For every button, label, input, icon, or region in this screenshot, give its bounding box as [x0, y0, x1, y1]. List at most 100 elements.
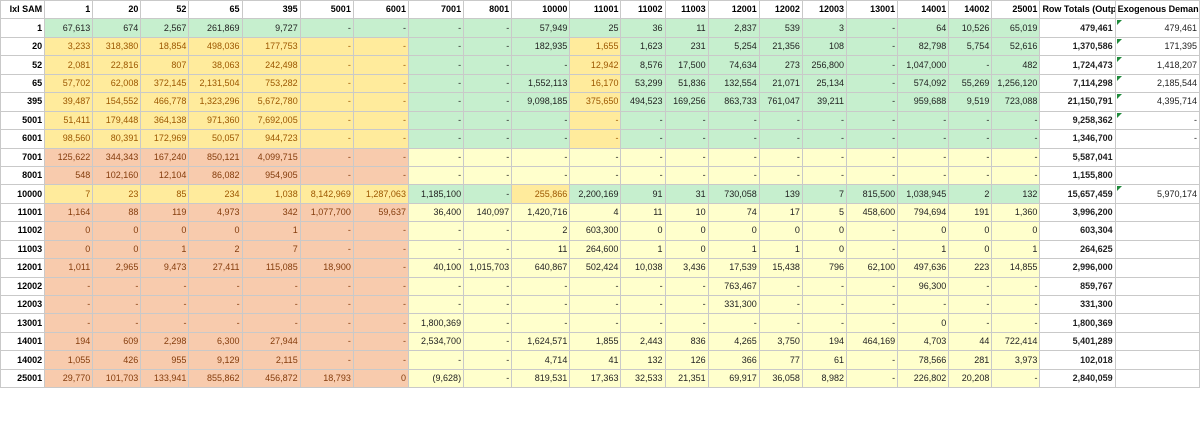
table-cell[interactable]: 8,982	[801, 368, 847, 389]
table-cell[interactable]: -	[948, 313, 993, 333]
table-cell[interactable]: -	[188, 294, 243, 315]
row-total-cell[interactable]: 102,018	[1039, 350, 1116, 370]
table-cell[interactable]: -	[463, 313, 513, 333]
sam-spreadsheet[interactable]: IxI SAM 1 20 52 65 395 5001 6001 7001 80…	[0, 0, 1200, 389]
row-header[interactable]: 65	[0, 73, 46, 94]
table-cell[interactable]: -	[664, 165, 709, 186]
table-cell[interactable]: -	[92, 313, 142, 333]
table-cell[interactable]: 674	[92, 18, 142, 38]
table-cell[interactable]: -	[463, 55, 513, 75]
table-cell[interactable]: 10,526	[948, 18, 993, 38]
table-cell[interactable]: 125,622	[44, 147, 94, 167]
exogenous-demand-cell[interactable]: 1,418,207	[1114, 55, 1200, 75]
row-header[interactable]: 5001	[0, 110, 46, 131]
table-cell[interactable]: -	[948, 129, 993, 149]
row-header[interactable]: 12001	[0, 258, 46, 278]
table-cell[interactable]: 1,047,000	[897, 55, 950, 75]
table-cell[interactable]: -	[897, 294, 950, 315]
table-cell[interactable]: 65,019	[991, 18, 1041, 38]
table-cell[interactable]: -	[511, 129, 571, 149]
col-header-exogenous-demand[interactable]: Exogenous Demand	[1114, 0, 1200, 20]
table-cell[interactable]: 819,531	[511, 368, 571, 389]
table-cell[interactable]: 2,081	[44, 55, 94, 75]
table-cell[interactable]: 0	[620, 221, 666, 241]
table-cell[interactable]: -	[407, 73, 465, 94]
table-cell[interactable]: 761,047	[758, 92, 803, 112]
table-cell[interactable]: -	[407, 110, 465, 131]
table-cell[interactable]: 52,616	[991, 36, 1041, 57]
table-cell[interactable]: 497,636	[897, 258, 950, 278]
table-cell[interactable]: -	[948, 110, 993, 131]
table-cell[interactable]: 51,836	[664, 73, 709, 94]
row-total-cell[interactable]: 1,346,700	[1039, 129, 1116, 149]
table-cell[interactable]: 132	[620, 350, 666, 370]
table-cell[interactable]: -	[407, 147, 465, 167]
table-cell[interactable]: -	[463, 368, 513, 389]
table-cell[interactable]: 3	[801, 18, 847, 38]
table-cell[interactable]: 234	[188, 184, 243, 204]
table-cell[interactable]: 74	[707, 202, 760, 223]
table-cell[interactable]: -	[948, 276, 993, 297]
row-header[interactable]: 1	[0, 18, 46, 38]
table-cell[interactable]: 1	[758, 239, 803, 260]
table-cell[interactable]: 119	[140, 202, 190, 223]
table-cell[interactable]: 5	[801, 202, 847, 223]
table-cell[interactable]: 101,703	[92, 368, 142, 389]
table-cell[interactable]: 1,055	[44, 350, 94, 370]
table-cell[interactable]: 0	[948, 239, 993, 260]
table-cell[interactable]: -	[845, 221, 899, 241]
table-cell[interactable]: -	[352, 221, 409, 241]
exogenous-demand-cell[interactable]: 2,185,544	[1114, 73, 1200, 94]
table-cell[interactable]: 12,104	[140, 165, 190, 186]
table-cell[interactable]: -	[352, 276, 409, 297]
table-cell[interactable]: 57,949	[511, 18, 571, 38]
table-cell[interactable]: -	[299, 73, 354, 94]
table-cell[interactable]: 372,145	[140, 73, 190, 94]
table-cell[interactable]: -	[707, 129, 760, 149]
table-cell[interactable]: 2,115	[241, 350, 301, 370]
table-cell[interactable]: -	[299, 165, 354, 186]
table-cell[interactable]: -	[299, 331, 354, 352]
table-cell[interactable]: -	[511, 110, 571, 131]
table-cell[interactable]: -	[299, 294, 354, 315]
table-cell[interactable]: 281	[948, 350, 993, 370]
table-cell[interactable]: 32,533	[620, 368, 666, 389]
table-cell[interactable]: 807	[140, 55, 190, 75]
table-cell[interactable]: 609	[92, 331, 142, 352]
table-cell[interactable]: -	[569, 147, 622, 167]
table-cell[interactable]: 796	[801, 258, 847, 278]
row-total-cell[interactable]: 3,996,200	[1039, 202, 1116, 223]
table-cell[interactable]: 0	[140, 221, 190, 241]
table-cell[interactable]: -	[352, 294, 409, 315]
table-cell[interactable]: -	[801, 276, 847, 297]
table-cell[interactable]: 2,567	[140, 18, 190, 38]
table-cell[interactable]: -	[463, 18, 513, 38]
table-cell[interactable]: 850,121	[188, 147, 243, 167]
table-cell[interactable]: 80,391	[92, 129, 142, 149]
table-cell[interactable]: 36	[620, 18, 666, 38]
table-cell[interactable]: -	[948, 147, 993, 167]
table-cell[interactable]: -	[299, 350, 354, 370]
table-cell[interactable]: 0	[44, 239, 94, 260]
table-cell[interactable]: 2,534,700	[407, 331, 465, 352]
table-cell[interactable]: 44	[948, 331, 993, 352]
table-cell[interactable]: 27,944	[241, 331, 301, 352]
table-cell[interactable]: 375,650	[569, 92, 622, 112]
table-cell[interactable]: 836	[664, 331, 709, 352]
col-header-14002[interactable]: 14002	[948, 0, 993, 20]
table-cell[interactable]: (9,628)	[407, 368, 465, 389]
table-cell[interactable]: 1,256,120	[991, 73, 1041, 94]
row-header[interactable]: 13001	[0, 313, 46, 333]
table-cell[interactable]: 11	[664, 18, 709, 38]
table-cell[interactable]: 61	[801, 350, 847, 370]
table-cell[interactable]: -	[352, 165, 409, 186]
table-cell[interactable]: -	[299, 239, 354, 260]
table-cell[interactable]: -	[407, 165, 465, 186]
table-cell[interactable]: -	[352, 313, 409, 333]
table-cell[interactable]: -	[845, 350, 899, 370]
col-header-13001[interactable]: 13001	[845, 0, 899, 20]
row-total-cell[interactable]: 859,767	[1039, 276, 1116, 297]
table-cell[interactable]: 722,414	[991, 331, 1041, 352]
table-cell[interactable]: 763,467	[707, 276, 760, 297]
table-cell[interactable]: -	[620, 294, 666, 315]
